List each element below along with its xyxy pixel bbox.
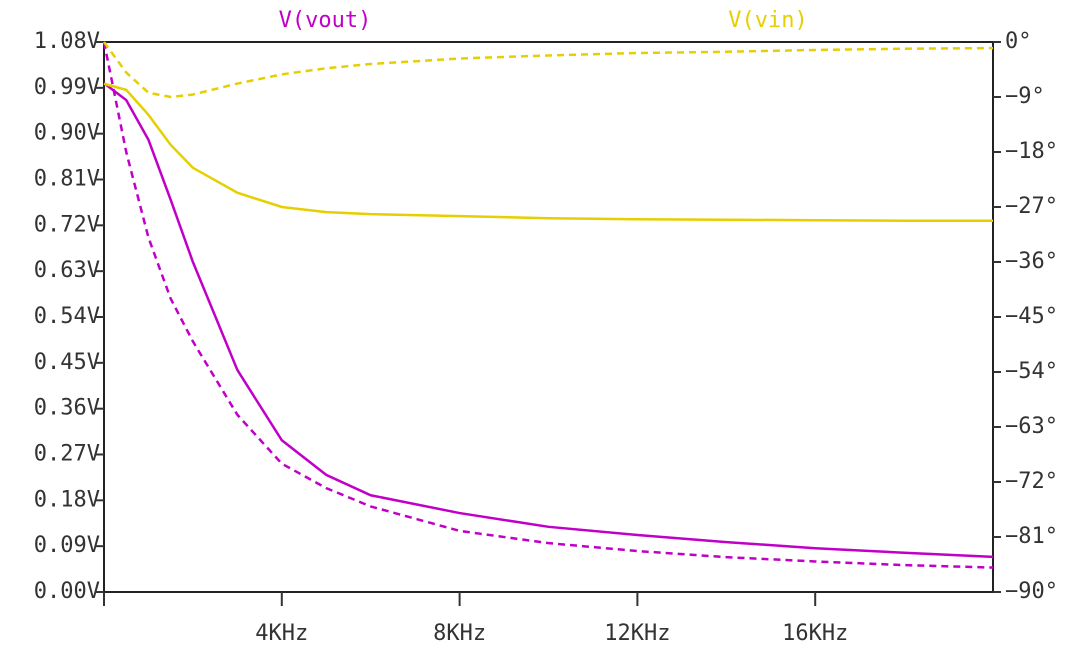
y2-tick-label: −63° xyxy=(1005,414,1058,439)
phase-line xyxy=(102,41,994,569)
y2-tick-label: −81° xyxy=(1005,524,1058,549)
phase-line xyxy=(102,41,994,99)
legend-label: V(vout) xyxy=(279,8,372,33)
y-tick-label: 0.81V xyxy=(34,167,100,192)
y-tick-label: 0.27V xyxy=(34,442,100,467)
y-tick-label: 0.00V xyxy=(34,579,100,604)
y2-tick-label: −54° xyxy=(1005,359,1058,384)
y-tick-label: 0.09V xyxy=(34,533,100,558)
y-tick-label: 0.90V xyxy=(34,121,100,146)
y2-tick-label: −90° xyxy=(1005,579,1058,604)
y2-tick-label: 0° xyxy=(1005,29,1032,54)
y-tick-label: 0.72V xyxy=(34,212,100,237)
y2-tick-label: −45° xyxy=(1005,304,1058,329)
y-tick-label: 1.08V xyxy=(34,29,100,54)
y-tick-label: 0.54V xyxy=(34,304,100,329)
y-tick-label: 0.45V xyxy=(34,350,100,375)
y2-tick-label: −18° xyxy=(1005,139,1058,164)
y-tick-label: 0.63V xyxy=(34,258,100,283)
x-tick-label: 4KHz xyxy=(255,621,308,646)
magnitude-line xyxy=(103,82,993,222)
legend-label: V(vin) xyxy=(728,8,807,33)
y2-tick-label: −9° xyxy=(1005,84,1045,109)
y2-tick-label: −72° xyxy=(1005,469,1058,494)
plot-frame xyxy=(103,41,994,593)
x-tick-label: 8KHz xyxy=(433,621,486,646)
y-tick-label: 0.18V xyxy=(34,487,100,512)
magnitude-line xyxy=(103,82,994,559)
y2-tick-label: −27° xyxy=(1005,194,1058,219)
y2-tick-label: −36° xyxy=(1005,249,1058,274)
x-tick-label: 16KHz xyxy=(782,621,848,646)
x-tick-label: 12KHz xyxy=(604,621,670,646)
y-tick-label: 0.99V xyxy=(34,75,100,100)
y-tick-label: 0.36V xyxy=(34,396,100,421)
